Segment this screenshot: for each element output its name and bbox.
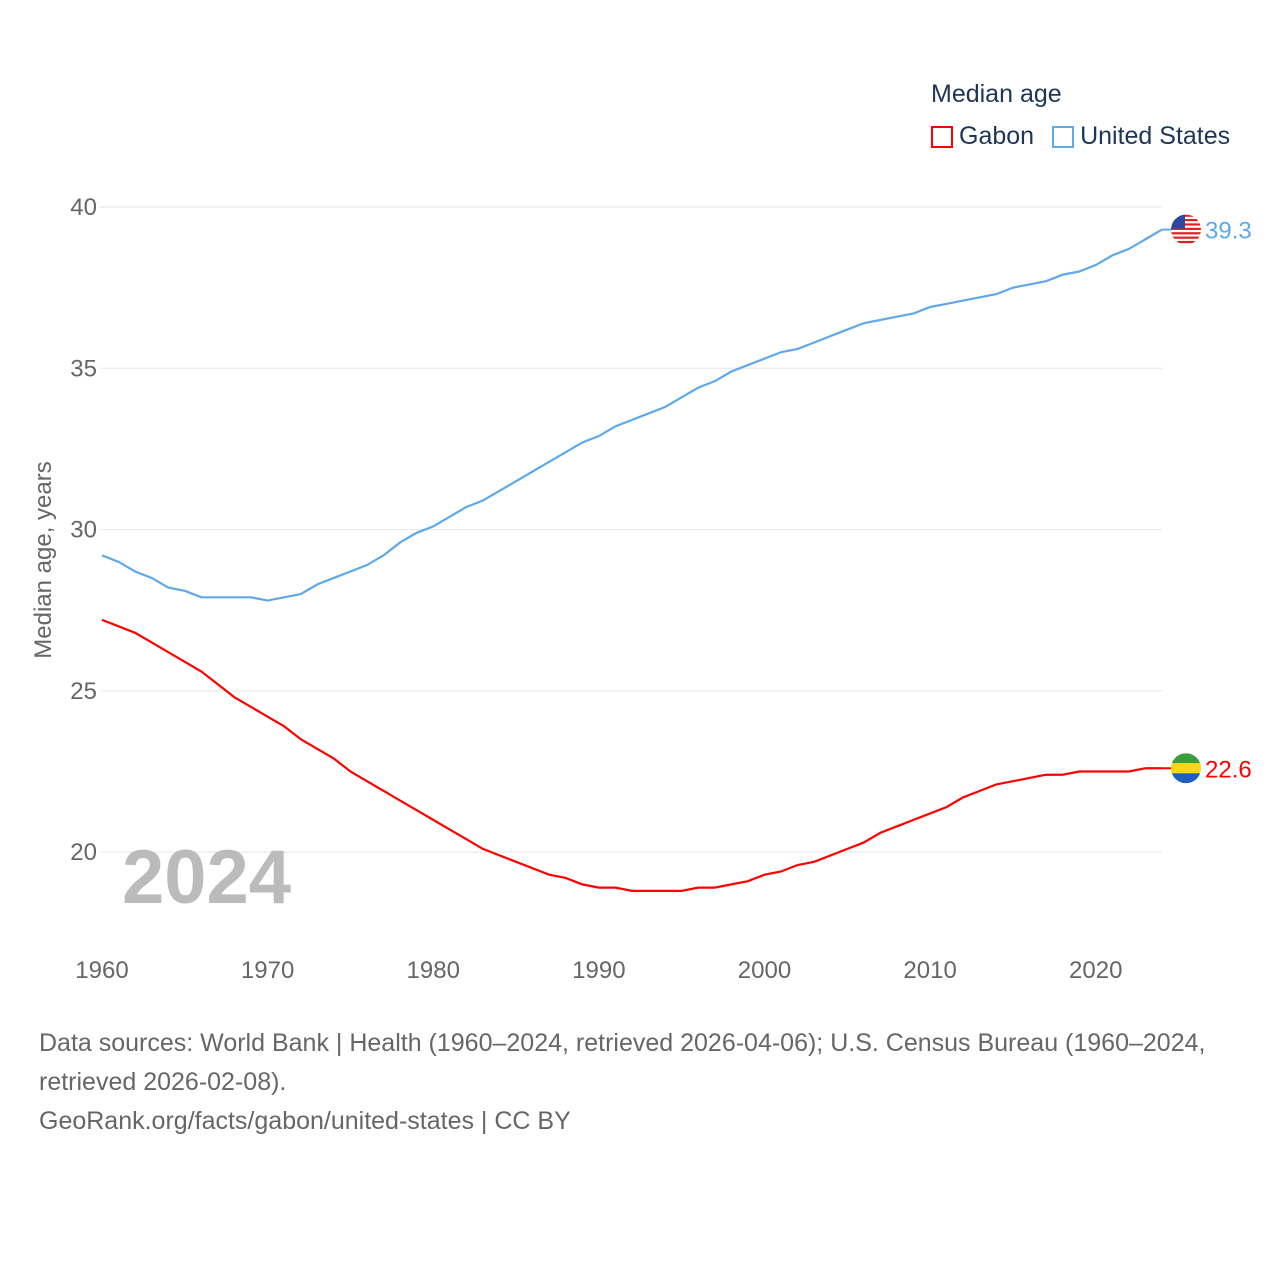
- flag-stripe: [1171, 218, 1201, 222]
- legend: Gabon United States: [931, 122, 1248, 151]
- legend-item-gabon[interactable]: Gabon: [931, 122, 1034, 151]
- year-watermark: 2024: [122, 835, 291, 920]
- x-tick-label: 1980: [407, 957, 460, 984]
- footer: Data sources: World Bank | Health (1960–…: [39, 1024, 1249, 1141]
- y-tick-label: 35: [70, 355, 97, 382]
- data-sources: Data sources: World Bank | Health (1960–…: [39, 1029, 1206, 1096]
- y-axis-label: Median age, years: [30, 461, 57, 658]
- x-tick-label: 2000: [738, 957, 791, 984]
- x-tick-label: 1970: [241, 957, 294, 984]
- flag-united-states-icon: [1171, 214, 1201, 245]
- x-tick-label: 1990: [572, 957, 625, 984]
- x-tick-label: 1960: [75, 957, 128, 984]
- credit-link[interactable]: GeoRank.org/facts/gabon/united-states | …: [39, 1107, 571, 1135]
- flag-stripe: [1171, 763, 1201, 774]
- series-line-gabon: [101, 618, 1162, 892]
- x-tick-label: 2020: [1069, 957, 1122, 984]
- legend-swatch-gabon: [931, 125, 953, 148]
- legend-swatch-united-states: [1052, 125, 1075, 148]
- flag-stripe: [1171, 223, 1201, 226]
- flag-canton: [1171, 214, 1185, 229]
- flag-stripe: [1171, 232, 1201, 235]
- y-tick-label: 20: [70, 839, 97, 866]
- legend-label: Gabon: [959, 122, 1035, 150]
- flag-stripe: [1171, 240, 1201, 244]
- flag-gabon-icon: [1171, 753, 1201, 784]
- flag-body: [1171, 214, 1201, 245]
- y-tick-label: 40: [70, 194, 97, 221]
- end-value-label-gabon: 22.6: [1205, 756, 1252, 783]
- series-line-united-states: [101, 228, 1163, 602]
- flag-body: [1171, 753, 1201, 784]
- flag-stripe: [1171, 773, 1201, 784]
- flag-stripe: [1171, 214, 1201, 217]
- y-tick-label: 25: [70, 678, 97, 705]
- flag-stripe: [1171, 227, 1201, 230]
- x-tick-label: 2010: [903, 957, 956, 984]
- flag-stripe: [1171, 236, 1201, 239]
- legend-title: Median age: [931, 80, 1062, 108]
- y-tick-label: 30: [70, 517, 97, 544]
- flag-stripe: [1171, 753, 1201, 764]
- legend-item-united-states[interactable]: United States: [1052, 122, 1230, 151]
- end-value-label-united-states: 39.3: [1205, 218, 1252, 245]
- legend-label: United States: [1080, 122, 1231, 150]
